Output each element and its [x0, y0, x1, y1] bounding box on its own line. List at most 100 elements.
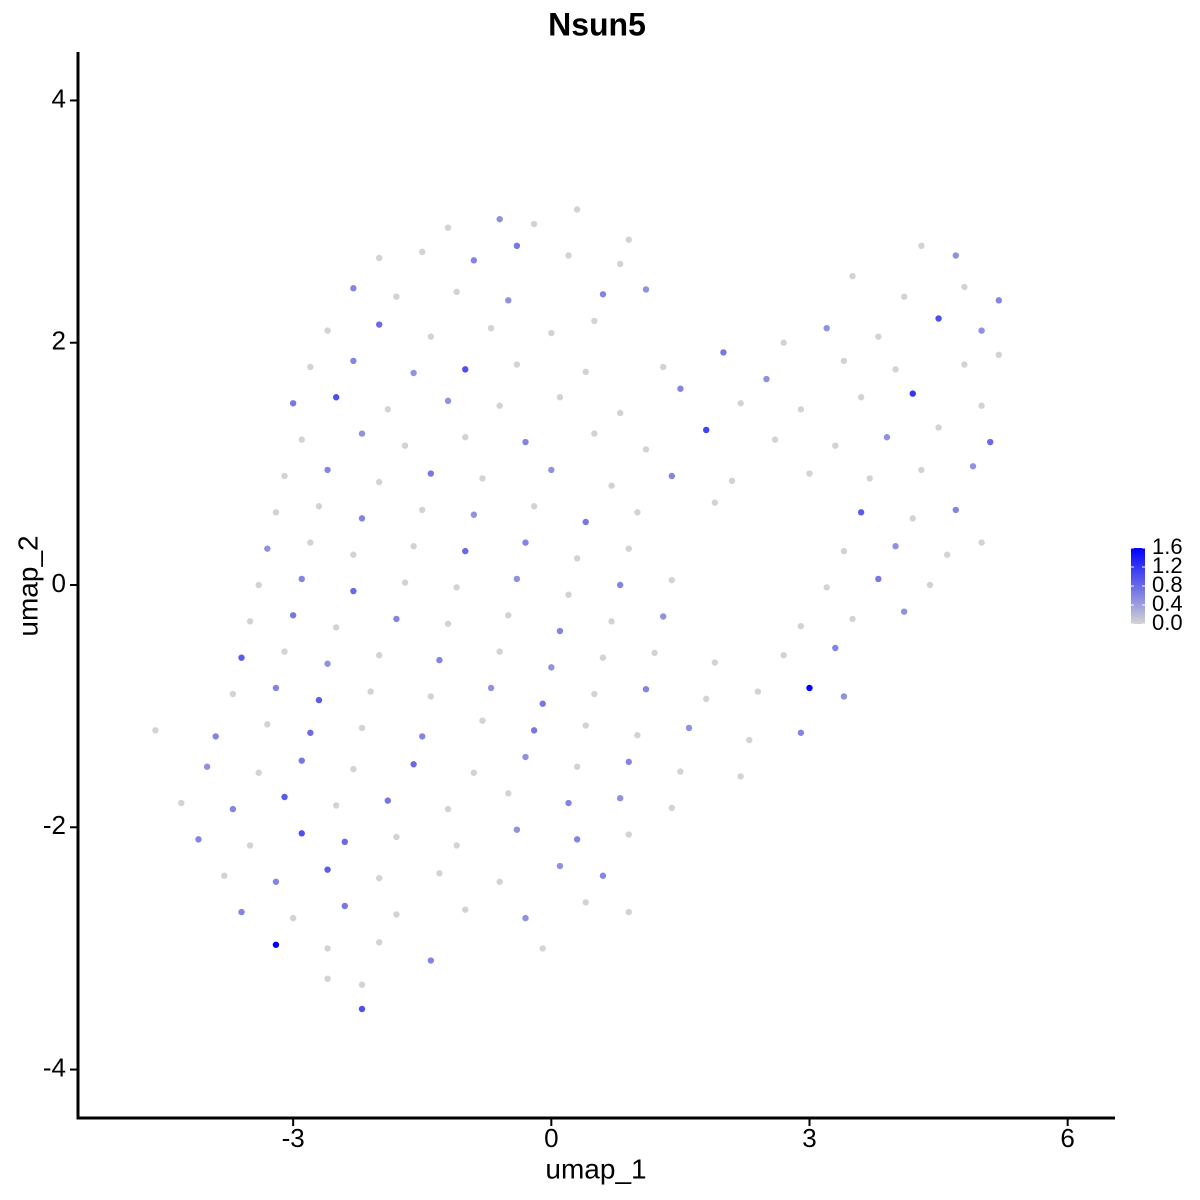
cell-point — [212, 733, 219, 740]
cell-point — [350, 285, 357, 292]
cell-point — [505, 612, 512, 619]
cell-point — [376, 254, 383, 262]
cell-point — [746, 736, 753, 744]
cell-point — [677, 768, 684, 775]
cell-point — [513, 361, 521, 368]
cell-point — [410, 543, 417, 550]
cell-point — [513, 242, 521, 250]
cell-point — [522, 753, 529, 761]
cell-point — [969, 463, 977, 470]
cell-point — [659, 613, 667, 620]
cell-point — [401, 442, 409, 449]
cell-point — [582, 899, 589, 906]
y-tick-label: 4 — [52, 83, 66, 113]
cell-point — [522, 914, 529, 922]
cell-point — [444, 620, 452, 627]
cell-point — [539, 700, 546, 707]
cell-point — [720, 349, 727, 356]
cell-point — [935, 315, 942, 322]
cell-point — [763, 375, 770, 383]
cell-point — [892, 543, 899, 550]
cell-point — [943, 551, 951, 558]
cell-point — [548, 466, 555, 474]
cell-point — [255, 581, 262, 589]
cell-point — [591, 317, 598, 325]
cell-point — [289, 914, 297, 922]
cell-point — [178, 799, 185, 807]
cell-point — [496, 878, 503, 885]
cell-point — [556, 627, 564, 635]
cell-point — [634, 732, 641, 739]
cell-point — [462, 434, 469, 441]
cell-point — [616, 581, 624, 589]
cell-point — [487, 324, 495, 332]
cell-point — [616, 409, 624, 417]
cell-point — [152, 727, 159, 734]
cell-point — [797, 622, 805, 630]
cell-point — [668, 472, 676, 480]
cell-point — [677, 385, 684, 392]
cell-point — [410, 761, 417, 768]
cell-point — [324, 660, 331, 667]
cell-point — [625, 908, 632, 916]
cell-point — [823, 324, 830, 332]
cell-point — [711, 499, 719, 506]
cell-point — [462, 906, 469, 913]
cell-point — [298, 436, 305, 443]
cell-point — [952, 252, 959, 259]
cell-point — [281, 793, 288, 801]
cell-point — [444, 397, 452, 405]
cell-point — [358, 1005, 366, 1013]
cell-point — [599, 654, 607, 661]
cell-point — [840, 357, 848, 365]
cell-point — [307, 363, 314, 371]
y-tick-label: -2 — [43, 810, 66, 840]
cell-point — [298, 757, 305, 764]
cell-point — [453, 842, 460, 849]
cell-point — [358, 515, 366, 522]
y-axis-label: umap_2 — [12, 535, 43, 636]
cell-point — [350, 357, 357, 365]
cell-point — [513, 575, 521, 583]
cell-point — [952, 506, 959, 514]
cell-point — [591, 430, 598, 437]
colorbar — [1131, 548, 1145, 624]
cell-point — [462, 547, 469, 555]
cell-point — [918, 242, 925, 250]
cell-point — [548, 664, 555, 671]
cell-point — [582, 518, 589, 526]
cell-point — [324, 466, 331, 474]
y-tick-label: -4 — [43, 1052, 66, 1082]
cell-point — [453, 288, 460, 296]
cell-point — [806, 684, 813, 692]
cell-point — [995, 351, 1003, 359]
cell-point — [582, 722, 589, 729]
cell-point — [462, 366, 469, 373]
cell-point — [565, 252, 572, 259]
cell-point — [246, 842, 254, 849]
cell-point — [376, 321, 383, 328]
cell-point — [384, 797, 392, 804]
cell-point — [599, 291, 607, 298]
cell-point — [281, 472, 288, 480]
cell-point — [195, 836, 202, 843]
cell-point — [522, 438, 529, 446]
cell-point — [703, 695, 710, 703]
cell-point — [384, 406, 392, 413]
cell-point — [401, 579, 409, 586]
cell-point — [832, 644, 839, 652]
cell-point — [358, 430, 366, 437]
cell-point — [918, 466, 925, 474]
cell-point — [797, 406, 805, 413]
cell-point — [780, 652, 787, 659]
cell-point — [875, 333, 882, 340]
colorbar-label: 1.2 — [1152, 553, 1183, 578]
cell-point — [900, 293, 908, 300]
cell-point — [307, 539, 314, 546]
cell-point — [229, 690, 237, 698]
cell-point — [780, 339, 787, 346]
colorbar-label: 0.0 — [1152, 610, 1183, 635]
cell-point — [427, 957, 435, 964]
cell-point — [238, 908, 245, 916]
cell-point — [840, 693, 848, 700]
